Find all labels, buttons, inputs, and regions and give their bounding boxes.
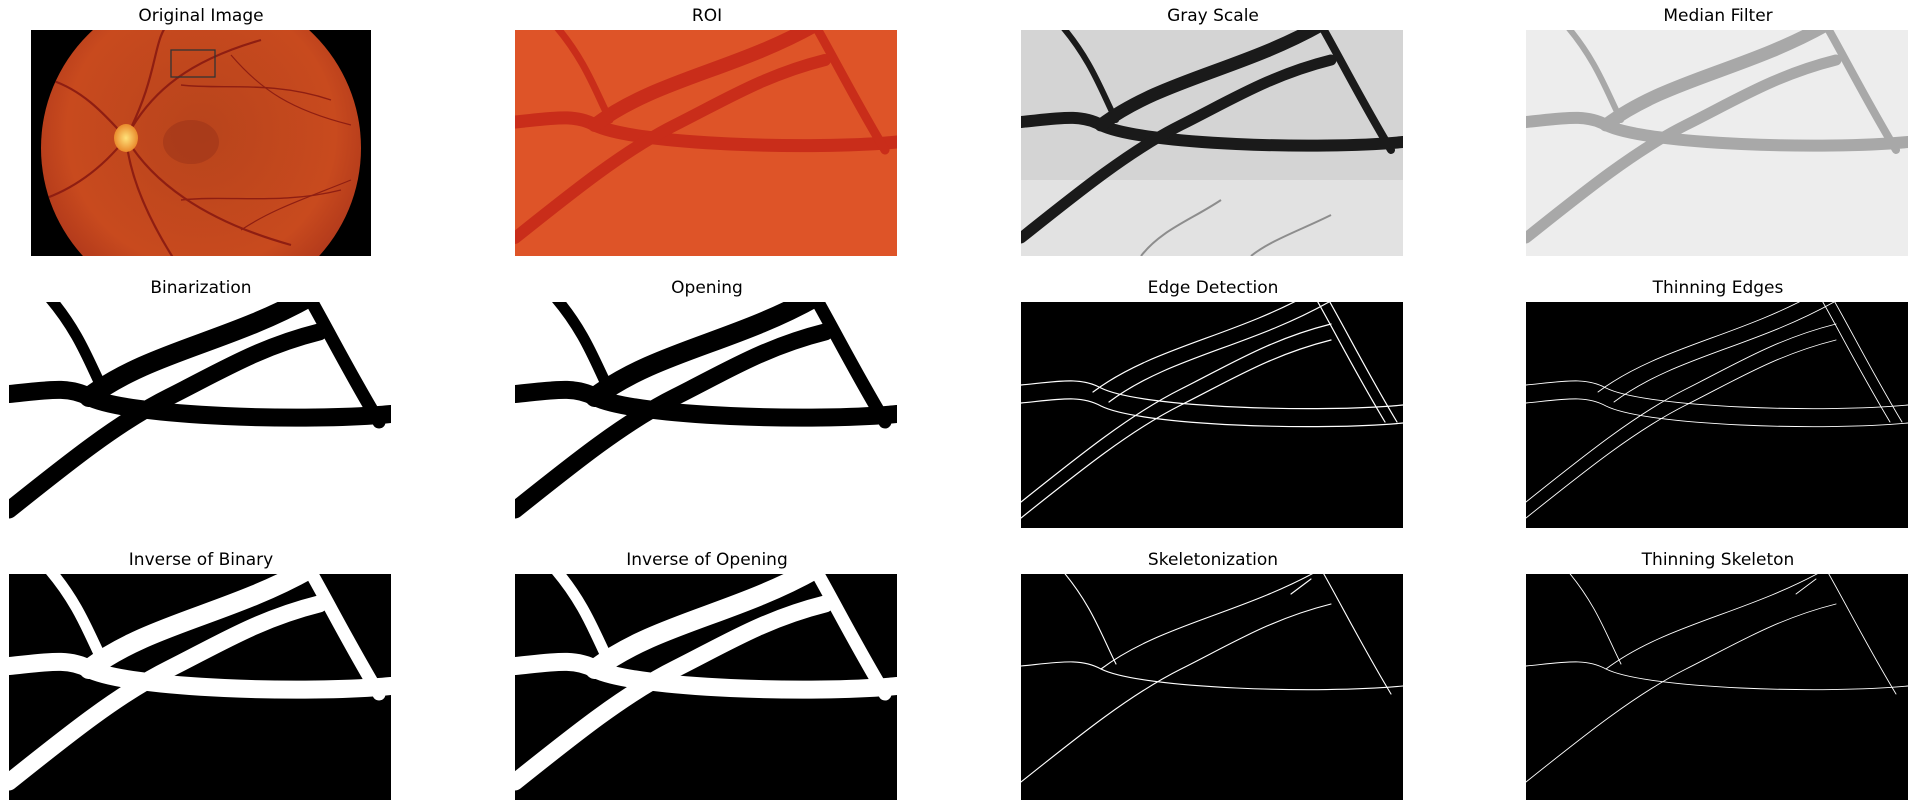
gray-scale-image [1021,30,1403,256]
thinning-skeleton-panel [1526,574,1908,800]
median-filter-panel [1526,30,1908,256]
opening-panel [515,302,897,528]
edge-detection-image [1021,302,1403,519]
binarization-image [9,302,391,519]
inverse-binary-image [9,574,391,791]
opening-image [515,302,897,519]
original-image-panel [31,30,371,256]
roi-panel [515,30,897,256]
inverse-binary-panel [9,574,391,800]
inverse-opening-panel [515,574,897,800]
panel-title-edges: Edge Detection [1147,278,1279,298]
skeletonization-panel [1021,574,1403,800]
panel-title-gray: Gray Scale [1167,6,1259,26]
panel-title-thin-skeleton: Thinning Skeleton [1641,550,1795,570]
panel-title-inverse-binary: Inverse of Binary [128,550,274,570]
edge-detection-panel [1021,302,1403,528]
panel-title-binarization: Binarization [150,278,252,298]
fundus-image [41,30,361,256]
skeletonization-image [1021,574,1403,783]
binarization-panel [9,302,391,528]
thinning-edges-image [1526,302,1908,519]
panel-title-thin-edges: Thinning Edges [1652,278,1784,298]
median-filter-image [1526,30,1908,256]
panel-title-inverse-opening: Inverse of Opening [626,550,788,570]
thinning-edges-panel [1526,302,1908,528]
panel-title-original: Original Image [138,6,264,26]
panel-title-opening: Opening [671,278,743,298]
thinning-skeleton-image [1526,574,1908,783]
panel-title-roi: ROI [691,6,723,26]
gray-scale-panel [1021,30,1403,256]
panel-title-skeleton: Skeletonization [1147,550,1279,570]
inverse-opening-image [515,574,897,791]
roi-image [515,30,897,244]
panel-title-median: Median Filter [1663,6,1773,26]
